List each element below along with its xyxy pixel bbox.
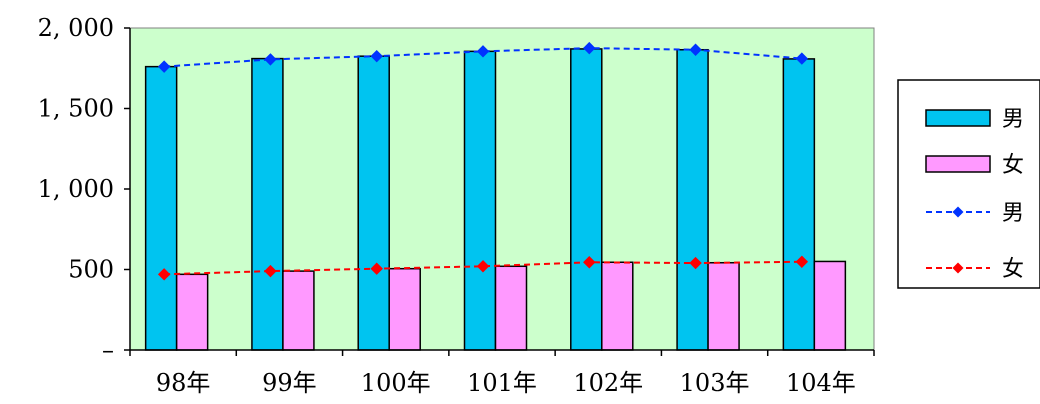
bar-female-3 <box>494 265 528 351</box>
x-tick-label-5: 103年 <box>680 369 750 397</box>
bar-male-6 <box>782 58 816 351</box>
marker-male-0 <box>157 60 171 73</box>
marker-female-0 <box>157 268 171 281</box>
y-tick-label-4: 2, 000 <box>38 14 114 42</box>
bar-female-2 <box>388 267 421 351</box>
lines-layer <box>157 41 809 281</box>
x-tick-label-0: 98年 <box>156 369 211 397</box>
marker-male-6 <box>795 52 809 65</box>
y-tick-label-1: 500 <box>68 256 114 284</box>
x-tick-label-4: 102年 <box>573 369 643 397</box>
y-tick-label-2: 1, 000 <box>38 175 114 203</box>
y-tick-label-3: 1, 500 <box>38 95 114 123</box>
bar-male-4 <box>570 48 603 351</box>
marker-female-1 <box>264 264 277 278</box>
x-tick-label-6: 104年 <box>786 369 856 397</box>
bar-male-1 <box>251 57 284 351</box>
marker-female-5 <box>689 256 702 270</box>
x-tick-label-3: 101年 <box>467 369 537 397</box>
legend-swatch-0 <box>925 109 991 127</box>
bar-female-4 <box>601 261 634 351</box>
bar-female-6 <box>813 260 847 351</box>
marker-female-3 <box>476 260 490 273</box>
legend-label-0: 男 <box>1002 107 1024 132</box>
y-tick-labels: – 500 1, 000 1, 500 2, 000 <box>38 14 114 364</box>
bar-female-1 <box>282 270 315 351</box>
bar-female-0 <box>175 273 209 351</box>
bar-female-5 <box>707 261 740 351</box>
marker-male-2 <box>370 49 383 63</box>
legend-swatch-1 <box>925 155 991 173</box>
legend-label-3: 女 <box>1002 257 1024 282</box>
marker-female-6 <box>795 255 809 268</box>
legend-label-1: 女 <box>1002 153 1024 178</box>
bar-male-3 <box>463 50 497 351</box>
x-tick-labels: 98年 99年 100年 101年 102年 103年 104年 <box>156 369 856 397</box>
bar-male-5 <box>676 48 709 351</box>
legend-marker-3 <box>952 262 964 274</box>
marker-female-4 <box>583 256 596 269</box>
marker-male-5 <box>689 43 702 56</box>
x-tick-label-1: 99年 <box>262 369 317 397</box>
legend-marker-2 <box>952 206 964 218</box>
marker-male-4 <box>583 41 596 55</box>
y-tick-label-0: – <box>102 336 114 364</box>
bar-male-0 <box>144 65 178 351</box>
x-tick-label-2: 100年 <box>361 369 431 397</box>
marker-male-1 <box>264 53 277 66</box>
axes-layer <box>124 27 875 356</box>
bar-male-2 <box>357 55 390 351</box>
marker-female-2 <box>370 262 383 275</box>
marker-male-3 <box>476 45 490 58</box>
legend-label-2: 男 <box>1002 201 1024 226</box>
